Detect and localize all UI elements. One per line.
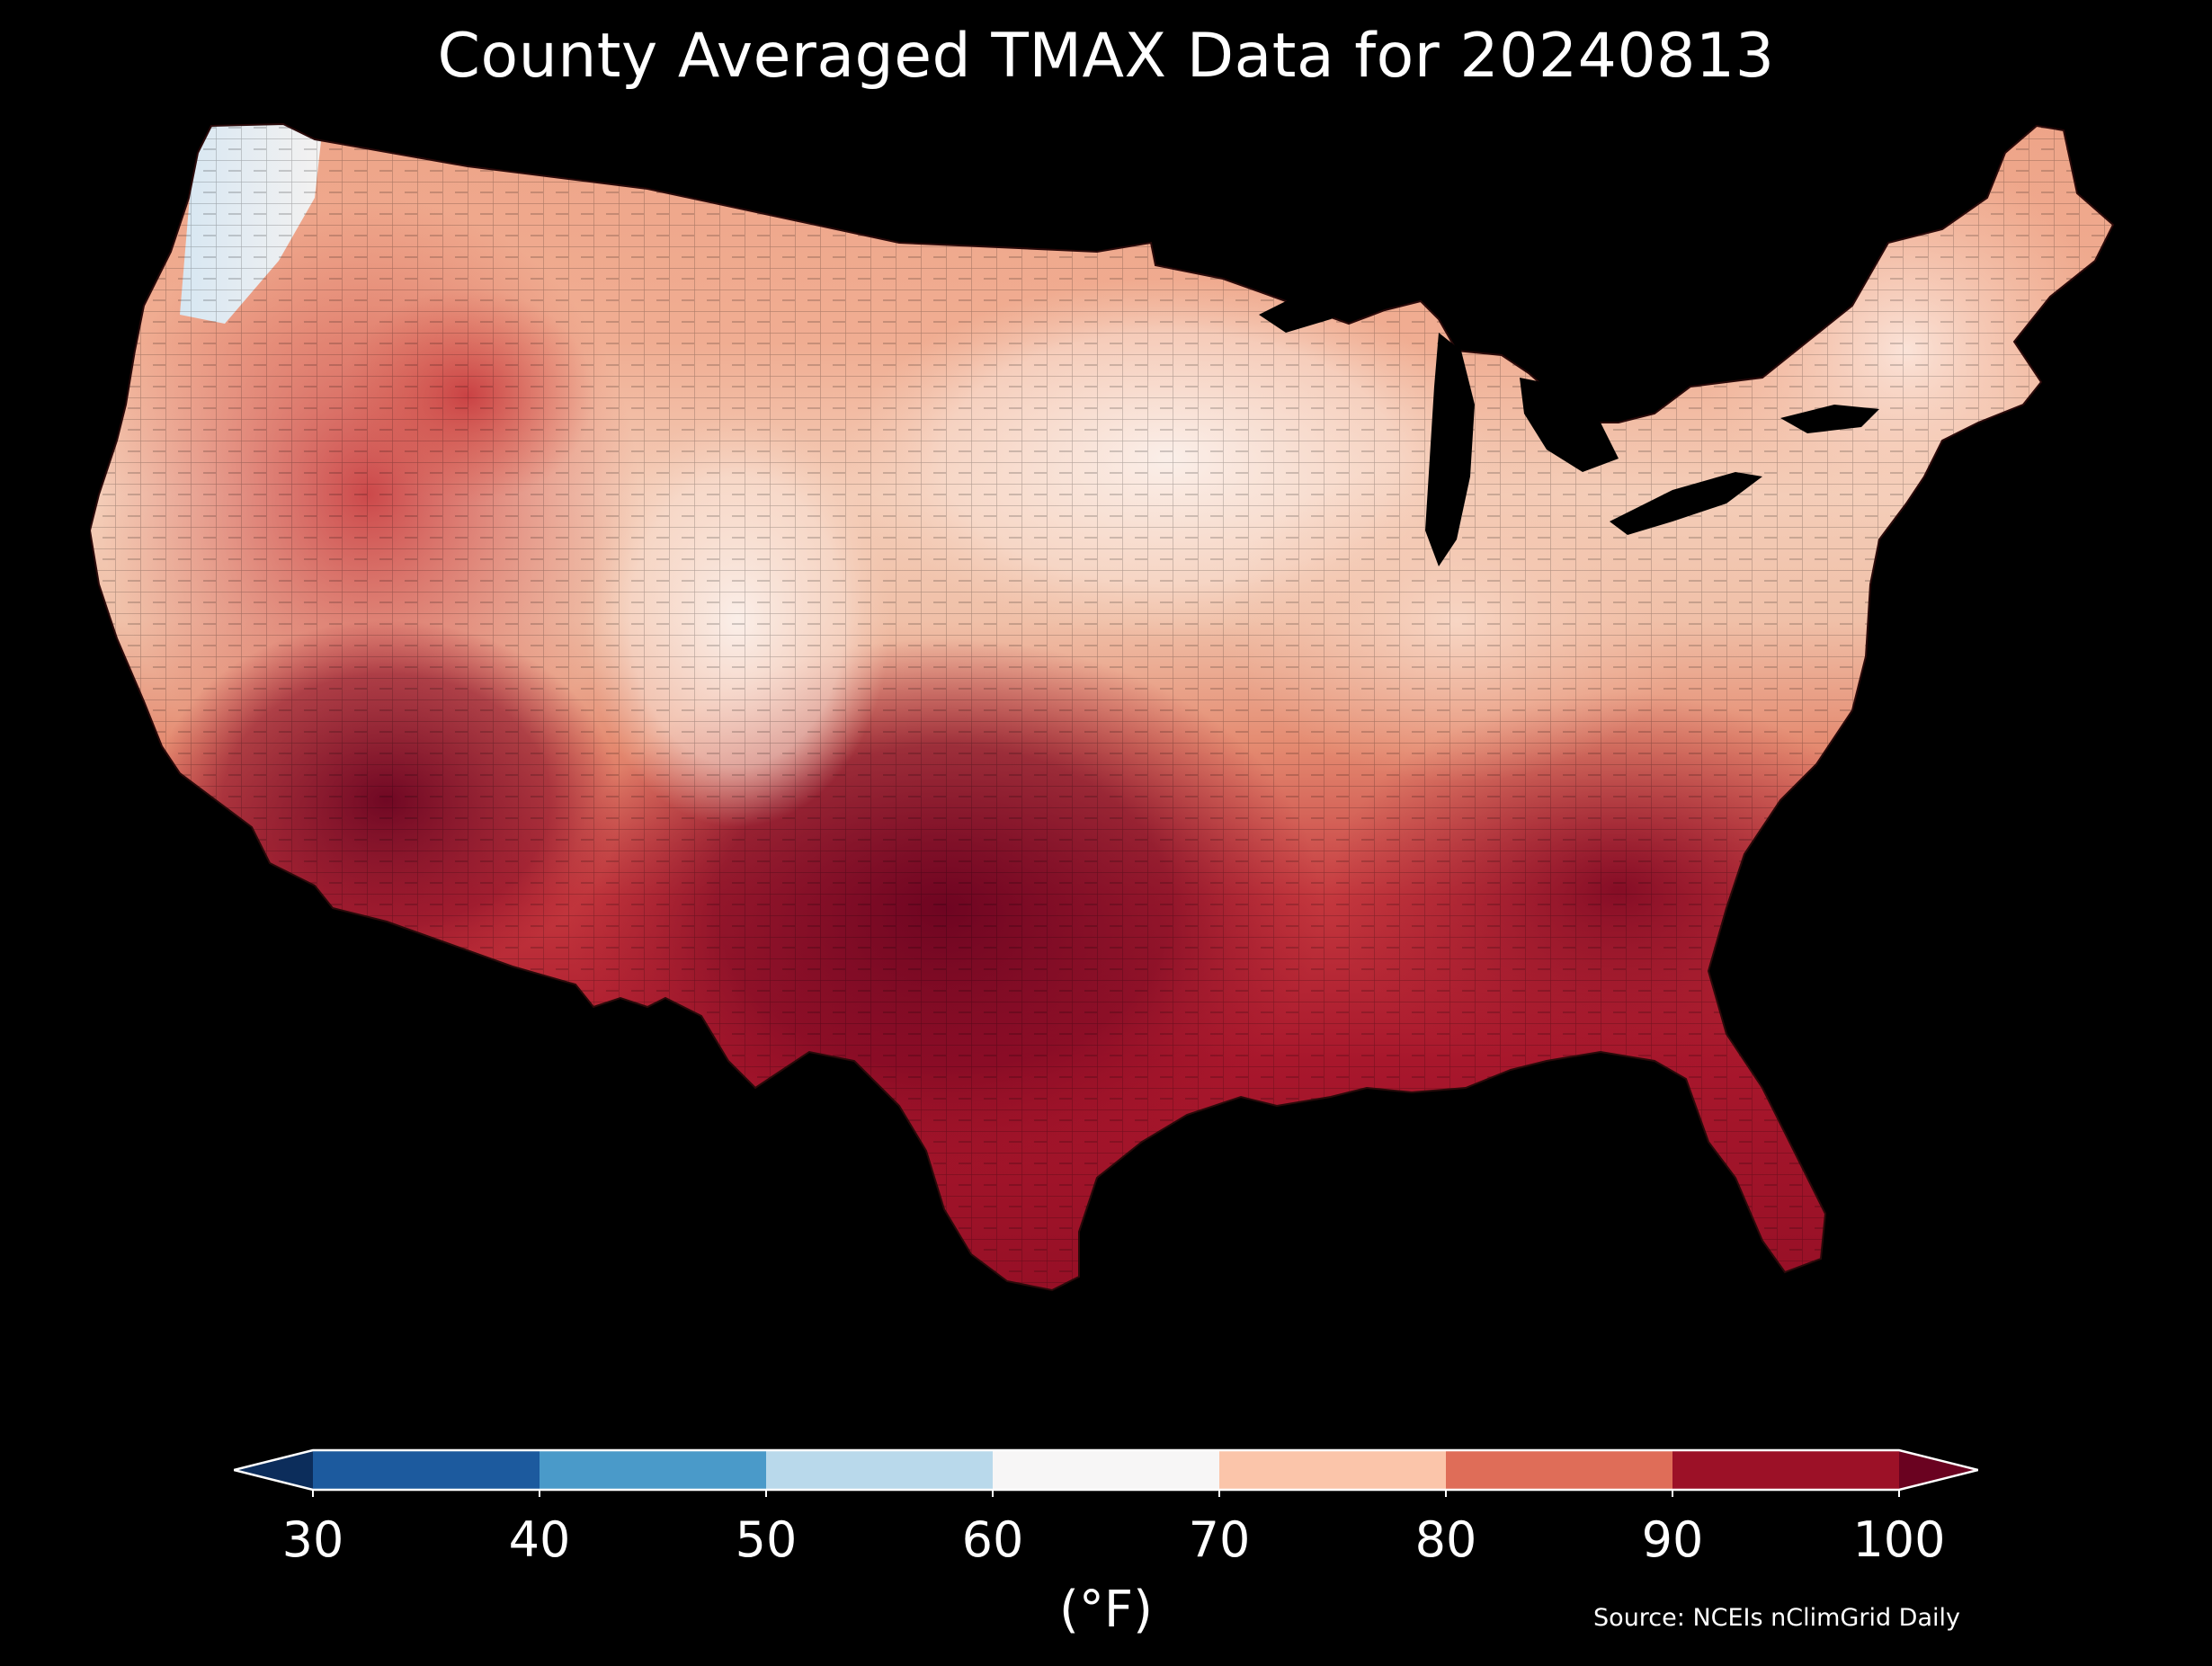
lake-huron: [1520, 378, 1619, 472]
choropleth-map: [90, 123, 2114, 1291]
chesapeake-bay: [1893, 629, 1924, 764]
colorbar-under-triangle: [234, 1450, 313, 1490]
colorbar-ticks: [312, 1490, 1900, 1497]
colorbar-tick-label-90: 90: [1641, 1511, 1704, 1568]
colorbar-tick-label-80: 80: [1414, 1511, 1477, 1568]
map-title: County Averaged TMAX Data for 20240813: [437, 21, 1775, 92]
great-lakes: [1259, 265, 1924, 764]
lake-superior: [1259, 265, 1403, 333]
county-fill-layer: [90, 124, 2113, 1290]
lake-ontario: [1780, 405, 1879, 433]
colorbar-tick-label-70: 70: [1188, 1511, 1251, 1568]
colorbar-over-triangle: [1899, 1450, 1978, 1490]
colorbar-bins: [313, 1450, 1900, 1490]
colorbar-bin-3: [993, 1450, 1220, 1490]
colorbar: [234, 1448, 1978, 1497]
colorbar-bin-4: [1219, 1450, 1447, 1490]
colorbar-bin-2: [766, 1450, 994, 1490]
colorbar-tick-label-60: 60: [961, 1511, 1024, 1568]
colorbar-tick-label-40: 40: [508, 1511, 571, 1568]
colorbar-bin-0: [313, 1450, 540, 1490]
colorbar-tick-label-50: 50: [735, 1511, 798, 1568]
lake-michigan: [1425, 333, 1475, 566]
colorbar-bin-5: [1446, 1450, 1673, 1490]
colorbar-bin-1: [540, 1450, 767, 1490]
source-credit: Source: NCEIs nClimGrid Daily: [1593, 1604, 1960, 1632]
colorbar-bin-6: [1672, 1450, 1900, 1490]
lake-erie: [1610, 472, 1762, 535]
colorbar-tick-label-30: 30: [281, 1511, 344, 1568]
colorbar-unit-label: (°F): [1059, 1581, 1153, 1639]
colorbar-tick-label-100: 100: [1852, 1511, 1946, 1568]
